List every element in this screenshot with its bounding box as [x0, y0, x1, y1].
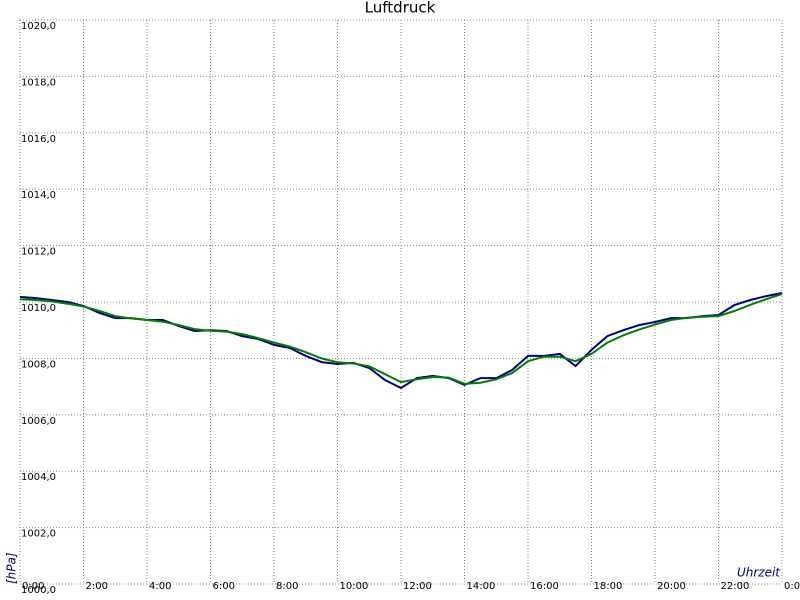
x-tick-label: 4:00: [149, 581, 171, 592]
x-tick-label: 10:00: [340, 581, 369, 592]
y-tick-label: 1002,0: [21, 529, 56, 540]
y-tick-label: 1010,0: [21, 303, 56, 314]
y-axis-label: [hPa]: [5, 552, 19, 584]
x-axis-label: Uhrzeit: [737, 566, 781, 580]
y-tick-label: 1018,0: [21, 77, 56, 88]
x-tick-label: 2:00: [86, 581, 108, 592]
x-tick-label: 0:00: [784, 581, 800, 592]
y-tick-label: 1020,0: [21, 21, 56, 32]
y-tick-label: 1000,0: [21, 585, 56, 596]
x-tick-label: 20:00: [657, 581, 686, 592]
y-tick-label: 1012,0: [21, 247, 56, 258]
line-series: [19, 292, 783, 390]
y-tick-label: 1008,0: [21, 359, 56, 370]
x-tick-label: 22:00: [721, 581, 750, 592]
y-tick-label: 1004,0: [21, 472, 56, 483]
x-tick-label: 18:00: [594, 581, 623, 592]
x-tick-label: 8:00: [276, 581, 298, 592]
x-tick-label: 16:00: [530, 581, 559, 592]
y-tick-label: 1016,0: [21, 134, 56, 145]
x-tick-label: 12:00: [403, 581, 432, 592]
line-series: [19, 293, 783, 385]
x-tick-label: 14:00: [467, 581, 496, 592]
y-tick-label: 1014,0: [21, 190, 56, 201]
chart-title: Luftdruck: [365, 0, 436, 17]
x-tick-label: 0:00: [22, 581, 44, 592]
x-tick-label: 6:00: [213, 581, 235, 592]
y-tick-label: 1006,0: [21, 416, 56, 427]
